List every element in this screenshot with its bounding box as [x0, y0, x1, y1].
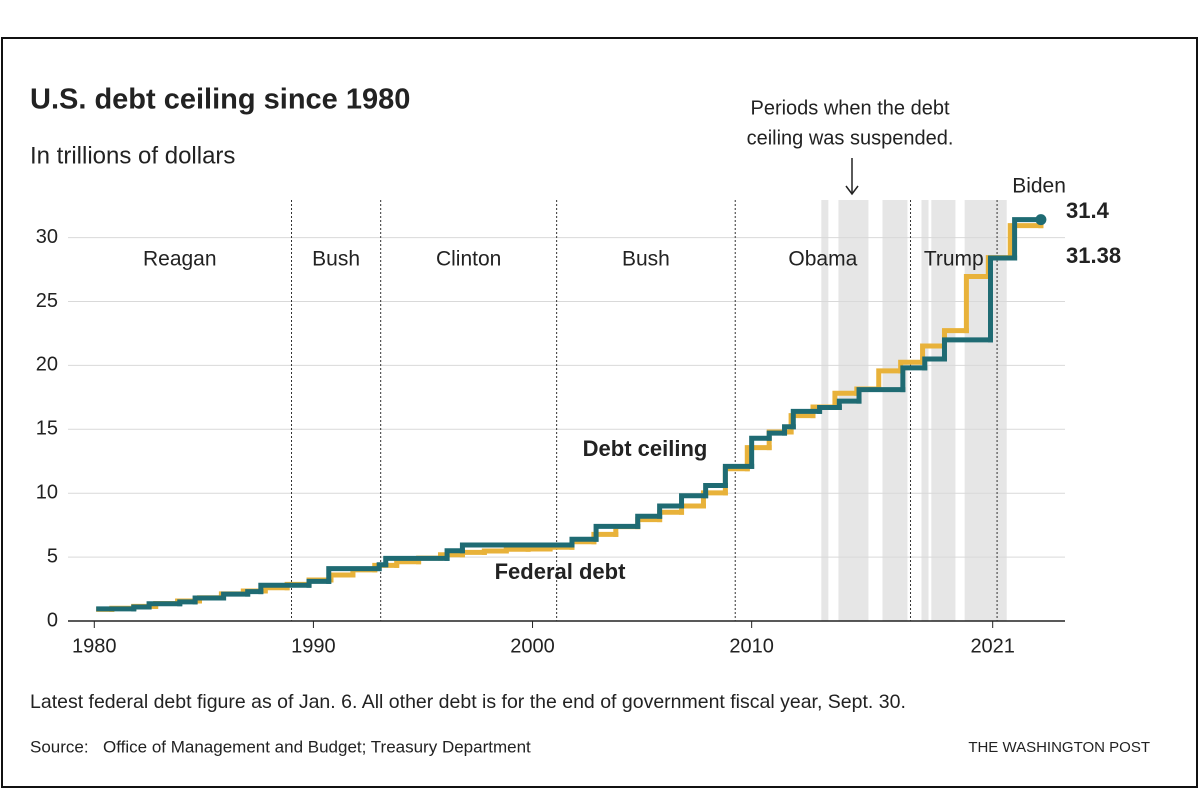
line-step: [245, 589, 264, 597]
credit: THE WASHINGTON POST: [968, 739, 1150, 756]
line-step: [326, 566, 382, 584]
line-step: [790, 408, 823, 430]
line-step: [221, 591, 251, 601]
line-step: [657, 503, 685, 519]
line-step: [444, 548, 465, 561]
line-step: [481, 548, 509, 555]
annotation: ceiling was suspended.: [747, 127, 954, 149]
line-step: [593, 523, 641, 542]
line-step: [131, 604, 152, 612]
president-label: Reagan: [143, 248, 217, 271]
source-label: Source:: [30, 737, 89, 756]
line-step: [383, 555, 450, 568]
y-tick-label: 30: [36, 226, 58, 248]
suspension-band: [921, 200, 929, 621]
suspension-band: [838, 200, 869, 621]
line-step: [832, 390, 860, 410]
line-step: [900, 365, 928, 393]
president-label: Bush: [312, 248, 360, 271]
y-tick-label: 25: [36, 290, 58, 312]
x-tick-label: 2010: [729, 635, 774, 657]
line-step: [856, 387, 906, 404]
line-step: [394, 559, 422, 568]
series-label: Federal debt: [495, 559, 626, 584]
line-step: [941, 337, 993, 362]
line-step: [258, 582, 312, 595]
line-step: [987, 255, 1018, 343]
president-label: Biden: [1012, 175, 1066, 198]
annotation: Periods when the debt: [750, 97, 949, 119]
suspension-band: [821, 200, 829, 621]
line-step: [922, 356, 947, 371]
suspension-band: [931, 200, 956, 621]
end-dot: [1035, 214, 1047, 226]
end-value-label: 31.38: [1066, 243, 1121, 268]
line-step: [459, 542, 575, 554]
president-label: Obama: [788, 248, 857, 271]
line-step: [744, 445, 772, 472]
line-step: [547, 544, 575, 552]
line-step: [876, 368, 904, 392]
line-step: [192, 595, 227, 605]
source-link[interactable]: Office of Management and Budget; Treasur…: [103, 737, 531, 756]
line-step: [836, 398, 862, 411]
line-step: [306, 578, 332, 588]
y-tick-label: 15: [36, 418, 58, 440]
y-tick-label: 10: [36, 481, 58, 503]
x-tick-label: 2021: [970, 635, 1015, 657]
chart-subtitle: In trillions of dollars: [30, 142, 235, 169]
line-step: [749, 435, 772, 469]
line-step: [817, 405, 842, 414]
line-step: [1007, 223, 1044, 261]
line-step: [782, 424, 796, 436]
line-step: [262, 585, 290, 594]
annotation-arrowhead: [845, 185, 859, 196]
line-step: [635, 513, 663, 529]
suspension-band: [964, 200, 1007, 621]
line-step: [459, 549, 487, 558]
president-label: Trump: [924, 248, 984, 271]
president-label: Clinton: [436, 248, 501, 271]
x-tick-label: 1990: [291, 635, 336, 657]
line-step: [766, 430, 788, 441]
x-tick-label: 1980: [72, 635, 117, 657]
y-tick-label: 0: [47, 609, 58, 631]
line-step: [177, 599, 198, 607]
line-step: [569, 536, 599, 548]
line-step: [703, 483, 728, 499]
series-label: Debt ceiling: [583, 436, 708, 461]
line-step: [146, 601, 183, 610]
line-step: [503, 546, 531, 554]
suspension-band: [882, 200, 908, 621]
line-step: [963, 274, 991, 334]
president-label: Bush: [622, 248, 670, 271]
x-tick-label: 2000: [510, 635, 555, 657]
line-step: [1012, 217, 1044, 261]
end-value-label: 31.4: [1066, 198, 1110, 223]
y-tick-label: 20: [36, 354, 58, 376]
plot-area: 0 5 10 15 20 25 30 1980 1990 2000 2010 2021 Reagan Bu…: [36, 175, 1121, 658]
footnote: Latest federal debt figure as of Jan. 6.…: [30, 691, 906, 713]
y-tick-label: 5: [47, 545, 58, 567]
line-step: [722, 463, 755, 489]
chart-title: U.S. debt ceiling since 1980: [30, 84, 410, 116]
line-step: [679, 493, 709, 509]
